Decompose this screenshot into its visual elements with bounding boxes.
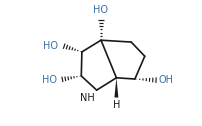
Text: HO: HO (43, 41, 59, 51)
Text: NH: NH (80, 93, 95, 103)
Text: OH: OH (159, 75, 174, 86)
Polygon shape (114, 78, 118, 98)
Text: HO: HO (42, 75, 57, 85)
Text: H: H (113, 100, 120, 110)
Text: HO: HO (94, 5, 108, 15)
